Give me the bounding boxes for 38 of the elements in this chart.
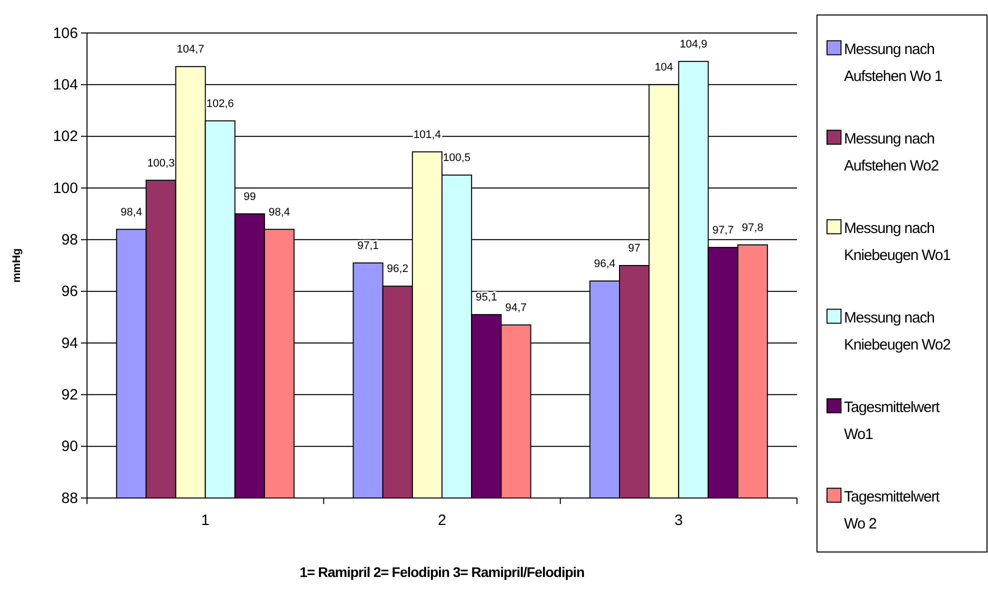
data-label: 97,8 xyxy=(742,222,764,234)
data-label: 104 xyxy=(654,62,674,74)
data-label: 104,9 xyxy=(680,38,708,50)
y-tick-label: 92 xyxy=(61,386,78,404)
y-axis-title: mmHg xyxy=(11,248,23,283)
legend-label: Tagesmittelwert Wo 2 xyxy=(844,488,941,532)
legend-label: Messung nach Aufstehen Wo 1 xyxy=(844,40,942,85)
x-axis-title: 1= Ramipril 2= Felodipin 3= Ramipril/Felodipin xyxy=(300,564,584,580)
y-tick-label: 88 xyxy=(61,490,78,507)
data-label: 94,7 xyxy=(505,302,527,314)
y-tick-label: 102 xyxy=(52,128,78,146)
legend-label: Messung nach Kniebeugen Wo1 xyxy=(844,220,951,264)
data-label: 97 xyxy=(628,242,640,254)
y-tick-label: 94 xyxy=(61,334,78,352)
x-tick-label: 2 xyxy=(438,512,446,529)
y-tick-label: 96 xyxy=(61,283,78,300)
data-label: 96,4 xyxy=(594,258,616,270)
y-tick-label: 90 xyxy=(61,438,78,456)
data-label: 97,1 xyxy=(357,240,379,252)
legend-label: Messung nach Kniebeugen Wo2 xyxy=(844,309,951,354)
data-label: 97,7 xyxy=(712,224,734,236)
data-label: 95,1 xyxy=(476,292,498,304)
data-label: 104,7 xyxy=(176,44,204,56)
y-tick-label: 104 xyxy=(52,76,78,94)
data-label: 100,3 xyxy=(147,157,175,170)
x-tick-label: 3 xyxy=(674,512,683,529)
data-label: 98,4 xyxy=(268,206,290,218)
data-label: 96,2 xyxy=(386,263,408,276)
data-label: 99 xyxy=(244,190,256,203)
y-tick-label: 100 xyxy=(52,180,78,197)
y-tick-label: 98 xyxy=(61,231,78,248)
x-tick-label: 1 xyxy=(201,512,210,529)
y-tick-label: 106 xyxy=(52,24,78,42)
data-label: 100,5 xyxy=(443,152,471,164)
data-label: 102,6 xyxy=(206,98,234,110)
data-label: 98,4 xyxy=(120,206,142,218)
legend-label: Tagesmittelwert Wo1 xyxy=(844,398,941,443)
legend-label: Messung nach Aufstehen Wo2 xyxy=(844,130,939,174)
